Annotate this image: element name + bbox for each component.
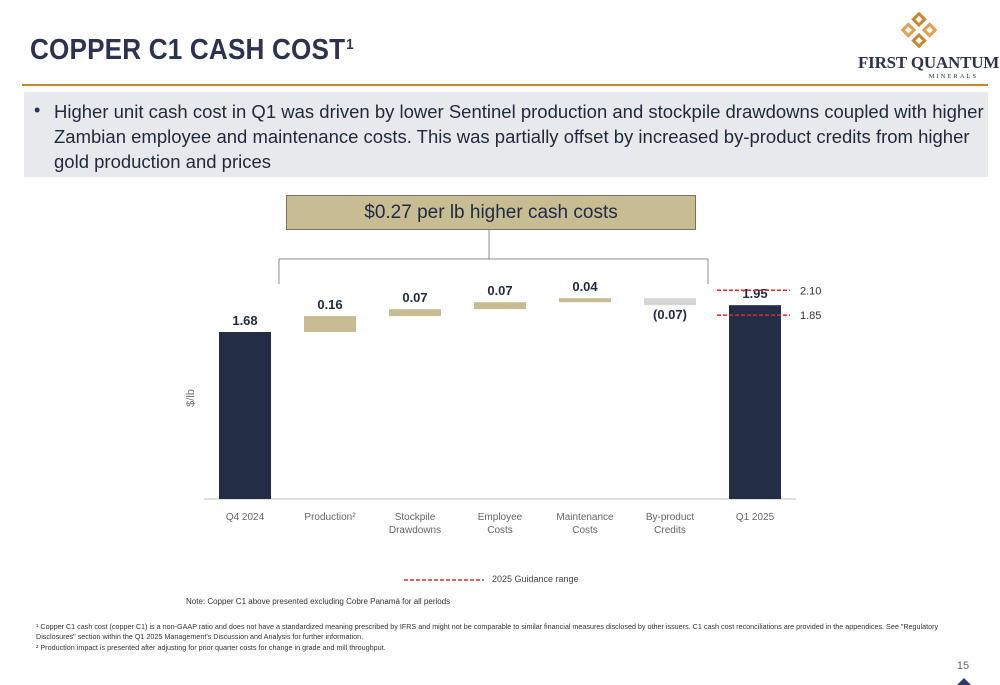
summary-box: • Higher unit cash cost in Q1 was driven… [24, 92, 988, 177]
up-arrow-icon[interactable] [957, 678, 971, 685]
category-label: Q4 2024 [226, 512, 265, 523]
page-title-text: COPPER C1 CASH COST [30, 34, 346, 66]
guidance-low-label: 1.85 [800, 310, 821, 322]
data-label: 0.04 [572, 279, 598, 294]
logo-subtitle: MINERALS [928, 73, 978, 80]
category-label: Costs [572, 525, 598, 536]
title-footnote-marker: 1 [346, 36, 354, 53]
data-label: (0.07) [653, 307, 687, 322]
waterfall-bar [474, 302, 526, 310]
category-label: Stockpile [395, 512, 436, 523]
footnote-2: ² Production impact is presented after a… [36, 643, 386, 652]
waterfall-bar [304, 316, 356, 333]
cash-cost-callout: $0.27 per lb higher cash costs [286, 195, 696, 230]
bullet-icon: • [34, 100, 41, 120]
footnote-1: ¹ Copper C1 cash cost (copper C1) is a n… [36, 622, 939, 641]
data-label: 0.07 [402, 290, 427, 305]
category-label: Drawdowns [389, 525, 441, 536]
guidance-high-label: 2.10 [800, 285, 821, 297]
waterfall-bar [559, 298, 611, 303]
category-label: Costs [487, 525, 513, 536]
category-label: By-product [646, 512, 695, 523]
header-divider [22, 84, 988, 86]
category-label: Credits [654, 525, 686, 536]
waterfall-bar [644, 298, 696, 306]
data-label: 0.07 [487, 283, 512, 298]
category-label: Q1 2025 [736, 512, 775, 523]
chart-note: Note: Copper C1 above presented excludin… [186, 597, 451, 606]
category-label: Maintenance [556, 512, 614, 523]
summary-text: Higher unit cash cost in Q1 was driven b… [54, 101, 984, 172]
data-label: 1.68 [232, 313, 257, 328]
waterfall-bar [729, 305, 781, 499]
data-label: 1.95 [742, 286, 767, 301]
data-label: 0.16 [317, 297, 342, 312]
company-logo: FIRST QUANTUM MINERALS [858, 12, 1000, 80]
logo-wordmark: FIRST QUANTUM [858, 53, 1000, 72]
waterfall-bar [219, 332, 271, 499]
page-title: COPPER C1 CASH COST1 [30, 34, 354, 67]
category-label: Employee [478, 512, 523, 523]
category-label: Production² [304, 512, 356, 523]
waterfall-bar [389, 309, 441, 317]
diamond-logo-icon [900, 12, 938, 49]
legend-label: 2025 Guidance range [492, 574, 579, 584]
page-number: 15 [956, 660, 970, 672]
y-axis-label: $/lb [185, 389, 197, 407]
